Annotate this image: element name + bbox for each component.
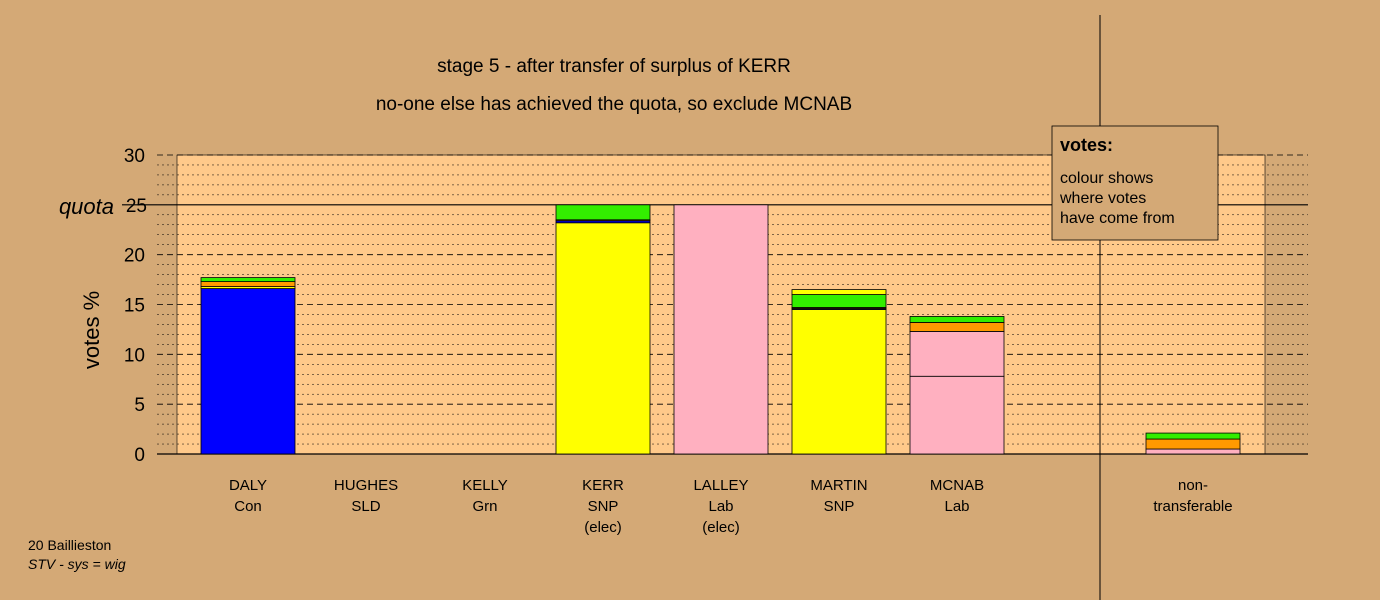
- bar-segment: [673, 204, 769, 455]
- category-label: Lab: [944, 498, 969, 515]
- category-label: transferable: [1153, 498, 1232, 515]
- category-label: MARTIN: [810, 477, 867, 494]
- chart-subtitle: no-one else has achieved the quota, so e…: [376, 94, 852, 115]
- category-label: HUGHES: [334, 477, 398, 494]
- category-label: SNP: [588, 498, 619, 515]
- bar-segment: [909, 375, 1005, 455]
- footer-constituency: 20 Baillieston: [28, 537, 111, 553]
- category-labels: DALY Con HUGHES SLD KELLY Grn KERR SNP (elec) LAL…: [229, 477, 1233, 536]
- category-label: (elec): [702, 519, 740, 536]
- y-tick-label: 30: [124, 146, 145, 167]
- legend: votes: colour shows where votes have com…: [1051, 125, 1219, 241]
- bar-segment: [1145, 448, 1241, 455]
- bars: [200, 204, 1241, 455]
- bar-segment: [1145, 438, 1241, 450]
- category-label: Con: [234, 498, 262, 515]
- bar-segment: [791, 289, 887, 295]
- bar-segment: [909, 322, 1005, 332]
- y-tick-label: 5: [134, 395, 145, 416]
- category-label: non-: [1178, 477, 1208, 494]
- category-label: Grn: [472, 498, 497, 515]
- category-label: KELLY: [462, 477, 508, 494]
- chart-title: stage 5 - after transfer of surplus of K…: [437, 56, 791, 77]
- y-tick-label: 25: [126, 196, 147, 217]
- bar-segment: [791, 309, 887, 455]
- category-label: Lab: [708, 498, 733, 515]
- category-label: MCNAB: [930, 477, 984, 494]
- bar-segment: [200, 288, 296, 455]
- y-tick-label: 15: [124, 296, 145, 317]
- legend-box: [1051, 125, 1219, 241]
- legend-line-3: have come from: [1060, 210, 1175, 227]
- bar-segment: [791, 294, 887, 308]
- bar-segment: [200, 281, 296, 287]
- y-tick-label: 10: [124, 345, 145, 366]
- category-label: (elec): [584, 519, 622, 536]
- legend-title: votes:: [1060, 135, 1113, 155]
- y-tick-label: 0: [134, 445, 145, 466]
- bar-segment: [200, 277, 296, 282]
- bar-segment: [555, 222, 651, 455]
- category-label: LALLEY: [693, 477, 748, 494]
- y-ticks: 0 5 10 15 20 25 30: [124, 146, 147, 466]
- category-label: DALY: [229, 477, 267, 494]
- bar-segment: [1145, 432, 1241, 440]
- bar-segment: [909, 316, 1005, 323]
- quota-label: quota: [59, 194, 114, 219]
- category-label: SNP: [824, 498, 855, 515]
- category-label: KERR: [582, 477, 624, 494]
- y-tick-label: 20: [124, 246, 145, 267]
- legend-line-2: where votes: [1059, 190, 1146, 207]
- bar-segment: [909, 331, 1005, 377]
- category-label: SLD: [351, 498, 380, 515]
- legend-line-1: colour shows: [1060, 170, 1153, 187]
- bar-segment: [555, 204, 651, 221]
- y-axis-label: votes %: [79, 291, 104, 369]
- footer-system: STV - sys = wig: [28, 556, 126, 572]
